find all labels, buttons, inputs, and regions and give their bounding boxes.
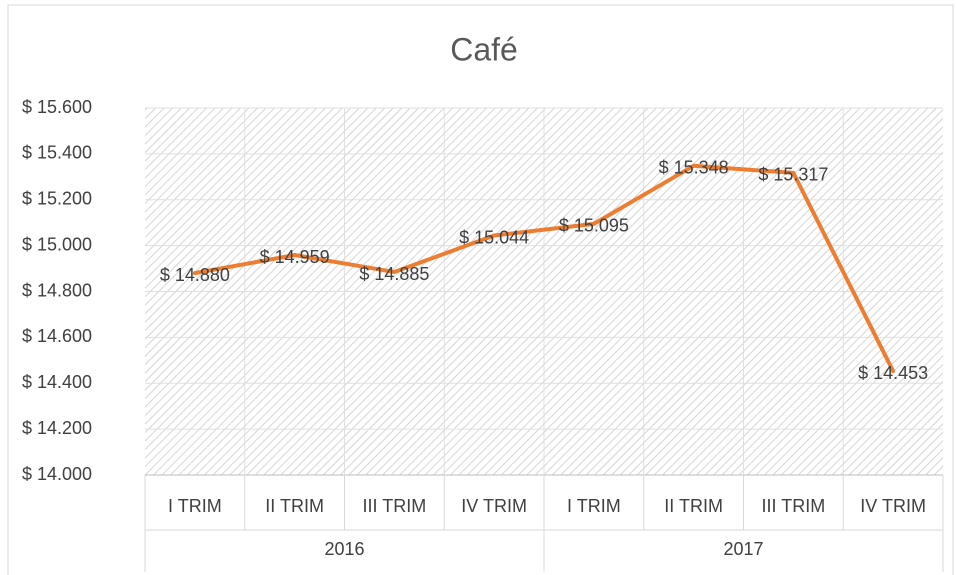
group-label: 2017 — [723, 539, 763, 559]
x-tick-label: IV TRIM — [860, 496, 926, 516]
data-label: $ 15.348 — [659, 158, 729, 178]
data-label: $ 15.317 — [758, 165, 828, 185]
data-label: $ 15.095 — [559, 216, 629, 236]
x-tick-label: II TRIM — [664, 496, 723, 516]
data-label: $ 15.044 — [459, 227, 529, 247]
y-tick-label: $ 14.600 — [22, 326, 92, 346]
x-tick-label: IV TRIM — [461, 496, 527, 516]
y-tick-label: $ 14.200 — [22, 418, 92, 438]
x-tick-label: I TRIM — [567, 496, 621, 516]
y-tick-label: $ 14.000 — [22, 464, 92, 484]
x-tick-label: I TRIM — [168, 496, 222, 516]
data-label: $ 14.453 — [858, 363, 928, 383]
y-tick-label: $ 15.000 — [22, 234, 92, 254]
y-tick-label: $ 14.800 — [22, 280, 92, 300]
y-tick-label: $ 15.400 — [22, 143, 92, 163]
data-label: $ 14.880 — [160, 265, 230, 285]
x-tick-label: II TRIM — [265, 496, 324, 516]
x-tick-label: III TRIM — [762, 496, 826, 516]
group-label: 2016 — [324, 539, 364, 559]
y-tick-label: $ 15.600 — [22, 97, 92, 117]
y-tick-label: $ 15.200 — [22, 189, 92, 209]
x-tick-label: III TRIM — [363, 496, 427, 516]
data-label: $ 14.959 — [260, 247, 330, 267]
line — [192, 163, 896, 374]
y-tick-label: $ 14.400 — [22, 372, 92, 392]
chart-title: Café — [450, 31, 518, 67]
data-label: $ 14.885 — [359, 264, 429, 284]
